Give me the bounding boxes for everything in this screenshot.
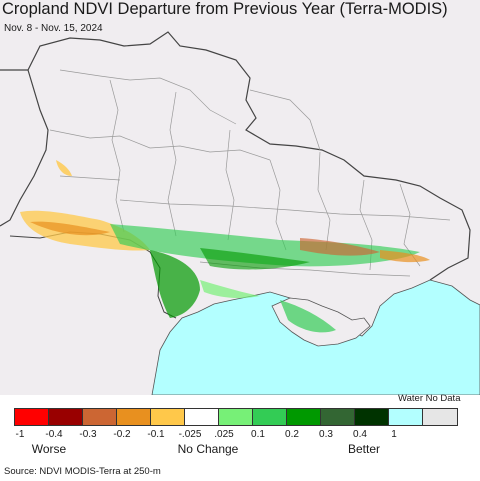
ndvi-map (0, 0, 480, 395)
legend-swatch (321, 409, 355, 425)
legend-swatch (389, 409, 423, 425)
legend-swatch (151, 409, 185, 425)
legend-tick-label: -1 (15, 429, 25, 440)
legend-swatch (15, 409, 49, 425)
legend-swatch (185, 409, 219, 425)
legend-swatch (83, 409, 117, 425)
legend-swatch (355, 409, 389, 425)
legend-water-nodata-label: Water No Data (398, 393, 461, 404)
color-legend (14, 408, 458, 426)
legend-tick-label: -0.4 (45, 429, 63, 440)
legend-worse-label: Worse (31, 442, 67, 456)
legend-swatch (253, 409, 287, 425)
country-border (0, 31, 471, 281)
legend-tick-label: -0.2 (113, 429, 131, 440)
legend-tick-label: 0.3 (319, 429, 333, 440)
legend-tick-label: 0.1 (251, 429, 265, 440)
legend-tick-label: -.025 (178, 429, 202, 440)
date-range: Nov. 8 - Nov. 15, 2024 (4, 23, 103, 34)
cropland-patches (20, 160, 430, 333)
legend-tick-label: 0.2 (285, 429, 299, 440)
legend-swatch (287, 409, 321, 425)
admin-boundaries (49, 69, 451, 277)
legend-swatch (49, 409, 83, 425)
source-note: Source: NDVI MODIS-Terra at 250-m (4, 466, 161, 477)
legend-swatch (219, 409, 253, 425)
legend-tick-label: .025 (214, 429, 234, 440)
west-border (0, 69, 49, 227)
legend-tick-label: 1 (391, 429, 397, 440)
legend-no-change-label: No Change (177, 442, 239, 456)
legend-swatch (117, 409, 151, 425)
legend-tick-label: -0.3 (79, 429, 97, 440)
legend-tick-label: -0.1 (147, 429, 165, 440)
legend-better-label: Better (347, 442, 381, 456)
legend-swatch (423, 409, 457, 425)
legend-tick-label: 0.4 (353, 429, 367, 440)
map-title: Cropland NDVI Departure from Previous Ye… (2, 0, 448, 18)
